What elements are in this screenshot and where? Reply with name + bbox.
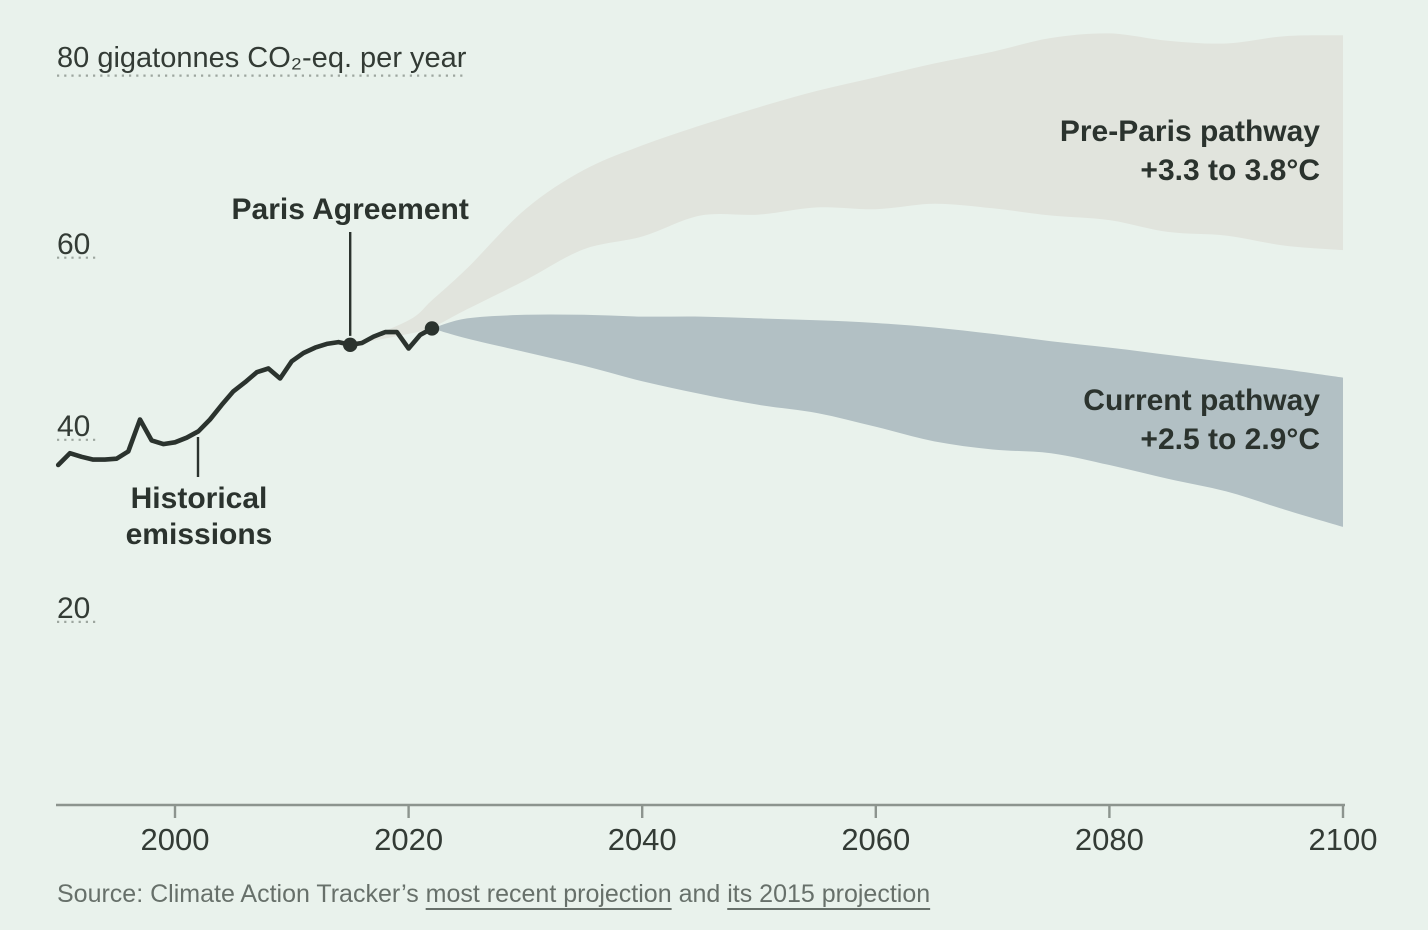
x-tick-label-2040: 2040 bbox=[607, 822, 677, 857]
source-attribution: Source: Climate Action Tracker’s most re… bbox=[57, 880, 930, 909]
source-link-recent-projection[interactable]: most recent projection bbox=[425, 880, 672, 908]
latest-emissions-point bbox=[424, 321, 440, 336]
pre-paris-pathway-label-block: Pre-Paris pathway +3.3 to 3.8°C bbox=[1060, 112, 1320, 190]
x-tick-label-2000: 2000 bbox=[140, 822, 210, 857]
current-pathway-band bbox=[432, 314, 1343, 527]
x-tick-label-2080: 2080 bbox=[1074, 822, 1144, 857]
source-and-text: and bbox=[671, 880, 728, 908]
paris-agreement-point bbox=[343, 337, 358, 353]
chart-title: 80 gigatonnes CO₂-eq. per year bbox=[57, 42, 467, 74]
x-tick-label-2060: 2060 bbox=[841, 822, 911, 857]
x-tick-label-2020: 2020 bbox=[374, 822, 444, 857]
source-link-2015-projection[interactable]: its 2015 projection bbox=[727, 880, 931, 908]
historical-emissions-line bbox=[55, 326, 435, 468]
y-tick-label-20: 20 bbox=[57, 592, 91, 625]
pre-paris-pathway-band bbox=[350, 33, 1343, 345]
paris-agreement-annotation: Paris Agreement bbox=[231, 193, 469, 226]
source-prefix: Source: Climate Action Tracker’s bbox=[57, 880, 426, 908]
pre-paris-pathway-label: Pre-Paris pathway bbox=[1059, 115, 1320, 148]
current-pathway-label-block: Current pathway +2.5 to 2.9°C bbox=[1083, 381, 1320, 459]
current-temperature-range: +2.5 to 2.9°C bbox=[1140, 423, 1320, 456]
current-pathway-label: Current pathway bbox=[1083, 384, 1320, 417]
y-tick-label-60: 60 bbox=[57, 228, 91, 261]
historical-emissions-annotation: Historical emissions bbox=[125, 482, 273, 551]
pre-paris-temperature-range: +3.3 to 3.8°C bbox=[1140, 154, 1320, 187]
x-tick-label-2100: 2100 bbox=[1308, 822, 1378, 857]
y-tick-label-40: 40 bbox=[57, 410, 91, 443]
